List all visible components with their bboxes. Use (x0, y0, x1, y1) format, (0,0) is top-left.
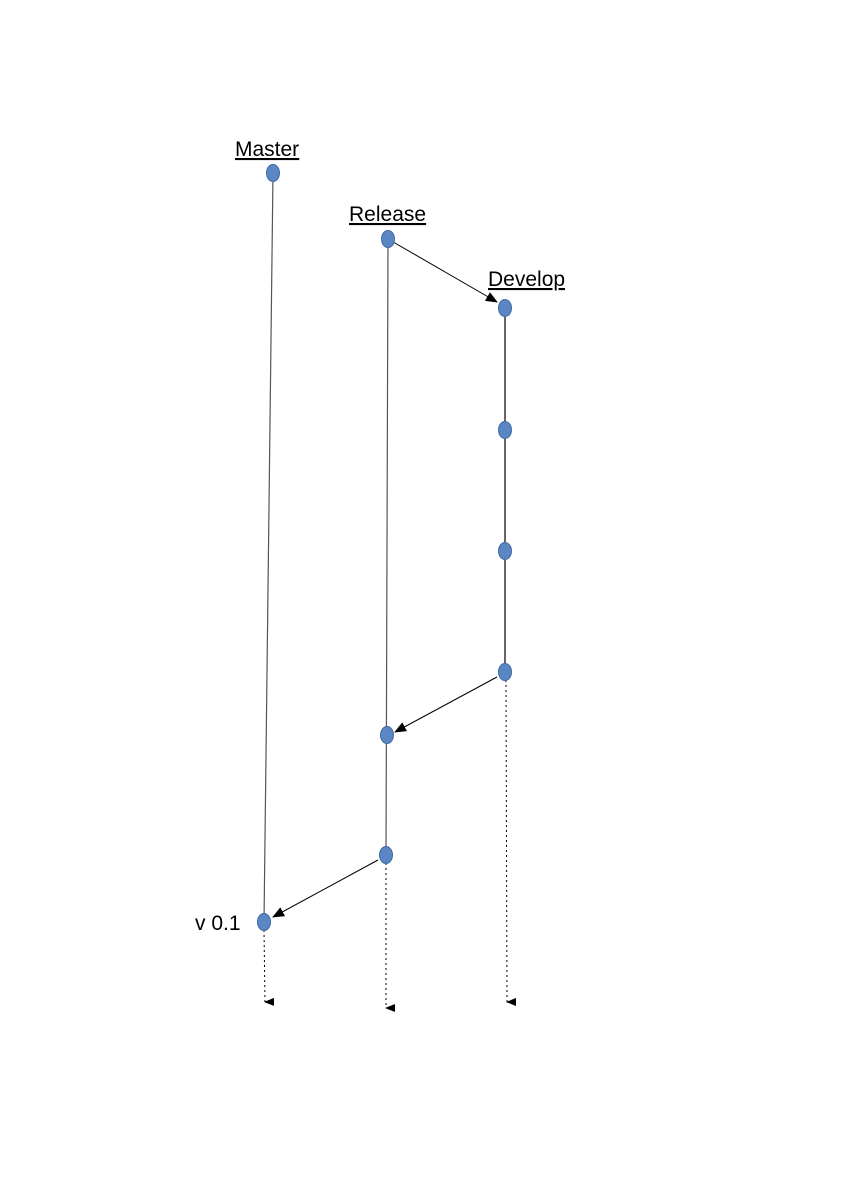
master-release-commit-node (257, 913, 271, 931)
develop-continuation-arrow (505, 679, 517, 1006)
release-commit-node (379, 846, 393, 864)
develop-commit-node (498, 542, 512, 560)
master-branch-line (263, 172, 274, 923)
version-tag-label: v 0.1 (195, 912, 241, 935)
release-commit-node (381, 230, 395, 248)
develop-commit-node (498, 663, 512, 681)
release-branch-label: Release (349, 203, 426, 226)
release-branch-line (385, 238, 389, 856)
master-continuation-arrow (263, 929, 275, 1006)
develop-commit-node (498, 299, 512, 317)
develop-commit-node (498, 421, 512, 439)
develop-to-release-arrow (394, 676, 498, 733)
develop-branch-label: Develop (488, 268, 565, 291)
release-to-develop-arrow (387, 238, 498, 303)
release-merge-commit-node (380, 726, 394, 744)
release-to-master-arrow (272, 859, 379, 918)
master-branch-label: Master (235, 138, 299, 161)
master-commit-node (266, 164, 280, 182)
